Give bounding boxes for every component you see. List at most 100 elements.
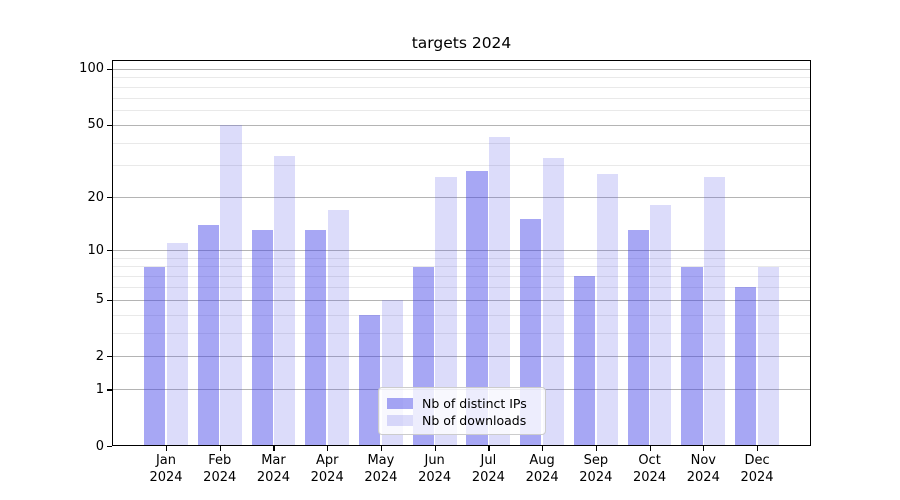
gridline-minor	[112, 257, 811, 259]
y-axis-tick	[107, 124, 112, 126]
x-tick-month: May	[367, 453, 395, 468]
gridline-minor	[112, 77, 811, 79]
bar-distinct-ips-mar	[251, 230, 273, 446]
bar-distinct-ips-apr	[305, 230, 327, 446]
x-axis-tick	[649, 446, 651, 451]
legend-swatch-downloads-icon	[387, 415, 413, 426]
x-axis-tick	[703, 446, 705, 451]
y-axis-tick	[107, 68, 112, 71]
y-axis-tick	[107, 299, 112, 301]
x-tick-label: Nov 2024	[673, 453, 733, 486]
x-tick-year: 2024	[579, 469, 613, 485]
legend-label-downloads: Nb of downloads	[422, 413, 527, 428]
plot-area: Nb of distinct IPs Nb of downloads	[112, 60, 811, 446]
bar-distinct-ips-may	[359, 314, 381, 446]
x-tick-month: Feb	[208, 453, 232, 468]
y-axis-tick	[107, 446, 112, 448]
x-tick-label: Mar 2024	[243, 453, 303, 486]
chart-title: targets 2024	[411, 34, 512, 52]
gridline-major	[112, 124, 811, 126]
y-tick-label: 0	[95, 438, 104, 454]
bar-distinct-ips-jan	[144, 266, 166, 446]
x-tick-month: Nov	[690, 453, 716, 468]
bar-downloads-dec	[757, 266, 779, 446]
x-tick-label: Apr 2024	[297, 453, 357, 486]
legend-label-distinct-ips: Nb of distinct IPs	[422, 396, 527, 411]
bar-distinct-ips-nov	[681, 266, 703, 446]
x-tick-label: Aug 2024	[512, 453, 572, 486]
x-axis-tick	[542, 446, 544, 451]
x-axis-tick	[488, 446, 490, 451]
bar-downloads-apr	[327, 209, 350, 446]
x-tick-label: Feb 2024	[190, 453, 250, 486]
x-tick-year: 2024	[633, 469, 667, 485]
x-tick-year: 2024	[149, 469, 183, 485]
gridline-minor	[112, 332, 811, 334]
legend-swatch-distinct-ips-icon	[387, 398, 413, 409]
gridline-minor	[112, 276, 811, 278]
y-tick-label: 1	[95, 381, 104, 397]
gridline-major	[112, 250, 811, 252]
y-tick-label: 20	[87, 189, 104, 205]
gridline-minor	[112, 97, 811, 99]
x-axis-tick	[380, 446, 383, 451]
bar-distinct-ips-feb	[197, 224, 220, 446]
gridline-minor	[112, 110, 811, 112]
x-tick-month: Mar	[261, 453, 286, 468]
gridline-major	[112, 68, 811, 70]
x-tick-month: Apr	[315, 453, 339, 468]
bar-downloads-mar	[274, 155, 296, 446]
x-tick-label: Jul 2024	[458, 453, 518, 486]
x-tick-label: Jan 2024	[136, 453, 196, 486]
bar-downloads-aug	[542, 157, 564, 446]
x-tick-month: Dec	[744, 453, 770, 468]
bar-downloads-jan	[166, 242, 188, 446]
x-axis-tick	[434, 446, 436, 451]
x-tick-label: May 2024	[351, 453, 411, 486]
x-tick-month: Aug	[529, 453, 555, 468]
y-axis-tick	[107, 250, 112, 252]
y-tick-label: 50	[87, 117, 104, 133]
gridline-minor	[112, 314, 811, 316]
x-tick-year: 2024	[686, 469, 720, 485]
legend: Nb of distinct IPs Nb of downloads	[378, 387, 546, 435]
x-tick-year: 2024	[525, 469, 559, 485]
gridline-minor	[112, 266, 811, 268]
y-tick-label: 10	[87, 242, 104, 258]
x-tick-label: Dec 2024	[727, 453, 787, 486]
x-tick-year: 2024	[471, 469, 505, 485]
x-axis-tick	[273, 446, 275, 451]
bar-distinct-ips-dec	[735, 287, 757, 446]
x-tick-year: 2024	[256, 469, 290, 485]
x-axis-tick	[595, 446, 598, 451]
bar-downloads-sep	[596, 173, 618, 446]
x-tick-label: Sep 2024	[566, 453, 626, 486]
x-tick-year: 2024	[740, 469, 774, 485]
gridline-major	[112, 299, 811, 301]
bar-downloads-feb	[220, 124, 242, 446]
x-tick-month: Sep	[583, 453, 609, 468]
bar-distinct-ips-oct	[627, 230, 649, 446]
x-tick-year: 2024	[310, 469, 344, 485]
y-axis-tick	[107, 356, 112, 358]
y-tick-label: 5	[95, 292, 104, 308]
gridline-major	[112, 197, 811, 199]
legend-item-downloads: Nb of downloads	[387, 412, 535, 429]
x-tick-month: Jul	[480, 453, 497, 468]
gridline-minor	[112, 287, 811, 289]
y-axis-tick	[107, 389, 112, 391]
x-tick-label: Jun 2024	[405, 453, 465, 486]
y-tick-label: 100	[79, 61, 104, 77]
y-axis-tick	[107, 197, 112, 199]
bar-downloads-nov	[704, 176, 726, 446]
gridline-minor	[112, 142, 811, 144]
y-tick-label: 2	[95, 348, 104, 364]
bar-distinct-ips-jul	[466, 170, 488, 446]
bar-downloads-oct	[650, 205, 672, 446]
x-tick-year: 2024	[364, 469, 398, 485]
bar-downloads-jul	[489, 136, 511, 446]
gridline-major	[112, 356, 811, 358]
gridline-minor	[112, 86, 811, 88]
x-tick-month: Jan	[155, 453, 177, 468]
